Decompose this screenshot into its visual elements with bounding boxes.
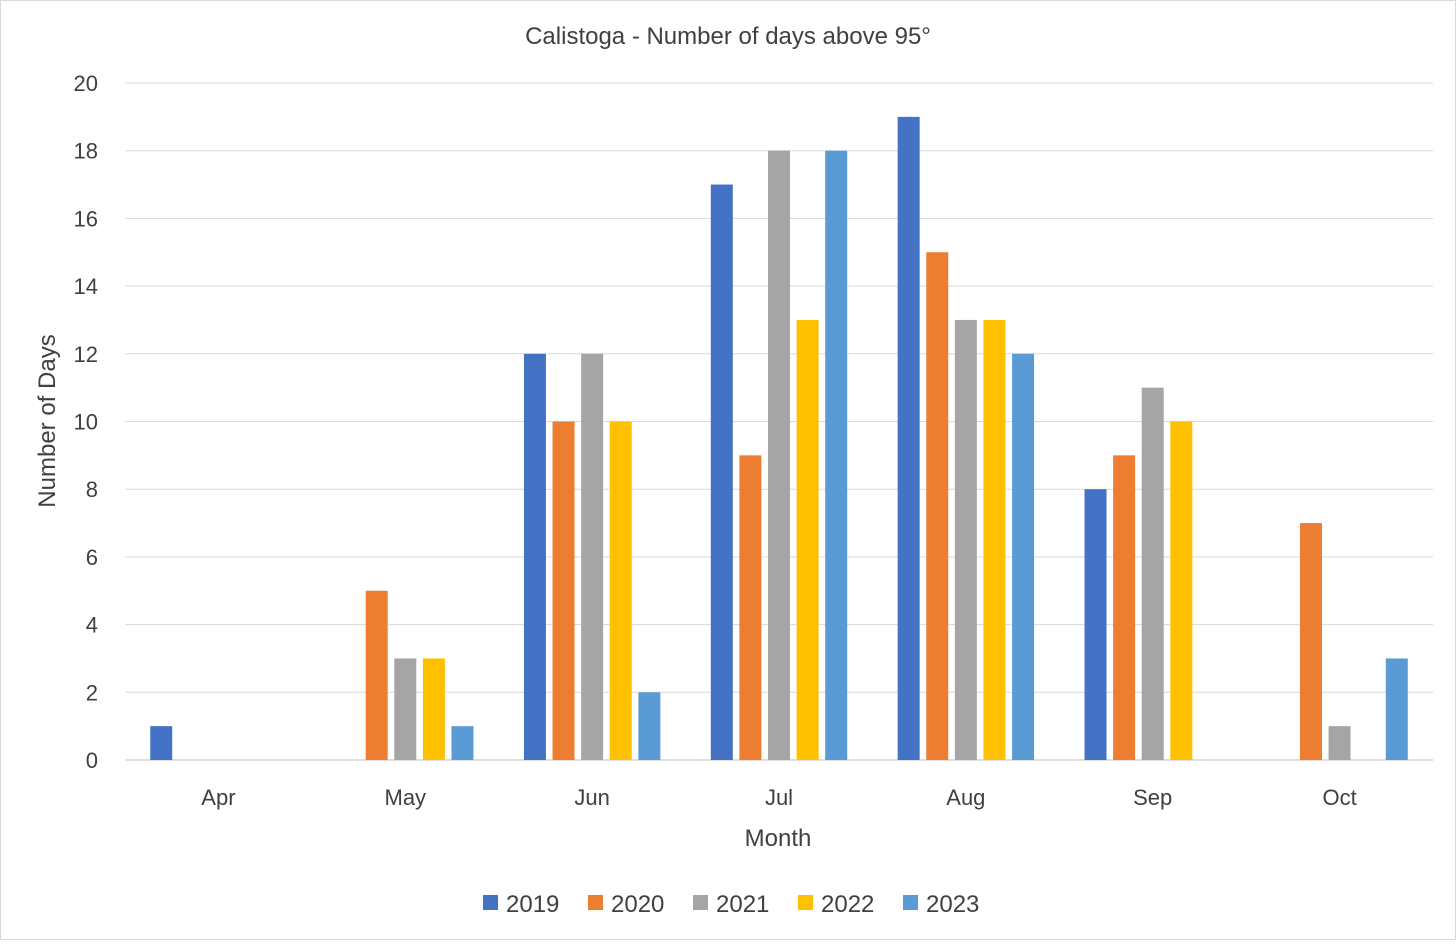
- bar-oct-2021: [1328, 726, 1351, 760]
- bar-sep-2021: [1141, 387, 1164, 760]
- x-tick-label: Jun: [574, 785, 609, 810]
- x-tick-label: May: [385, 785, 427, 810]
- x-tick-label: Oct: [1322, 785, 1356, 810]
- bars: [150, 116, 1408, 761]
- x-tick-label: Jul: [765, 785, 793, 810]
- bar-jun-2023: [638, 692, 661, 760]
- bar-sep-2019: [1084, 489, 1107, 760]
- y-tick-label: 20: [74, 71, 98, 96]
- chart-title: Calistoga - Number of days above 95°: [525, 23, 931, 50]
- y-axis-label: Number of Days: [34, 334, 61, 507]
- legend: 2019 2020 2021 2022 2023: [483, 891, 979, 918]
- legend-swatch-2021: [693, 895, 708, 910]
- x-axis-label: Month: [745, 825, 812, 852]
- bar-oct-2023: [1385, 658, 1408, 760]
- bar-aug-2021: [954, 319, 977, 760]
- bar-sep-2020: [1113, 455, 1136, 760]
- bar-jul-2022: [796, 319, 819, 760]
- bar-oct-2020: [1299, 523, 1322, 760]
- legend-swatch-2019: [483, 895, 498, 910]
- legend-label-2023: 2023: [926, 891, 979, 918]
- bar-aug-2020: [926, 252, 949, 760]
- bar-jun-2020: [552, 421, 575, 760]
- y-tick-label: 18: [74, 139, 98, 164]
- y-tick-label: 16: [74, 206, 98, 231]
- bar-may-2021: [394, 658, 417, 760]
- y-tick-label: 6: [86, 545, 98, 570]
- y-tick-label: 0: [86, 748, 98, 773]
- y-tick-label: 14: [74, 274, 98, 299]
- bar-jul-2020: [739, 455, 762, 760]
- x-tick-label: Sep: [1133, 785, 1172, 810]
- legend-swatch-2023: [903, 895, 918, 910]
- bar-jul-2019: [710, 184, 733, 761]
- y-tick-label: 10: [74, 410, 98, 435]
- legend-swatch-2022: [798, 895, 813, 910]
- bar-aug-2023: [1012, 353, 1035, 760]
- y-tick-label: 12: [74, 342, 98, 367]
- y-axis-ticks: 0 2 4 6 8 10 12 14 16 18 20: [74, 71, 98, 773]
- bar-jun-2021: [581, 353, 604, 760]
- bar-aug-2022: [983, 319, 1006, 760]
- bar-aug-2019: [897, 116, 920, 761]
- bar-may-2022: [422, 658, 445, 760]
- bar-apr-2019: [150, 726, 173, 760]
- bar-may-2023: [451, 726, 474, 760]
- bar-may-2020: [365, 590, 388, 760]
- legend-label-2020: 2020: [611, 891, 664, 918]
- x-axis-ticks: Apr May Jun Jul Aug Sep Oct: [201, 785, 1356, 810]
- y-tick-label: 4: [86, 613, 98, 638]
- legend-swatch-2020: [588, 895, 603, 910]
- legend-label-2021: 2021: [716, 891, 769, 918]
- bar-jun-2022: [609, 421, 632, 760]
- y-tick-label: 2: [86, 680, 98, 705]
- legend-label-2022: 2022: [821, 891, 874, 918]
- x-tick-label: Aug: [946, 785, 985, 810]
- bar-jul-2023: [825, 150, 848, 760]
- bar-jun-2019: [523, 353, 546, 760]
- y-tick-label: 8: [86, 477, 98, 502]
- x-tick-label: Apr: [201, 785, 235, 810]
- bar-sep-2022: [1170, 421, 1193, 760]
- legend-label-2019: 2019: [506, 891, 559, 918]
- bar-jul-2021: [768, 150, 790, 760]
